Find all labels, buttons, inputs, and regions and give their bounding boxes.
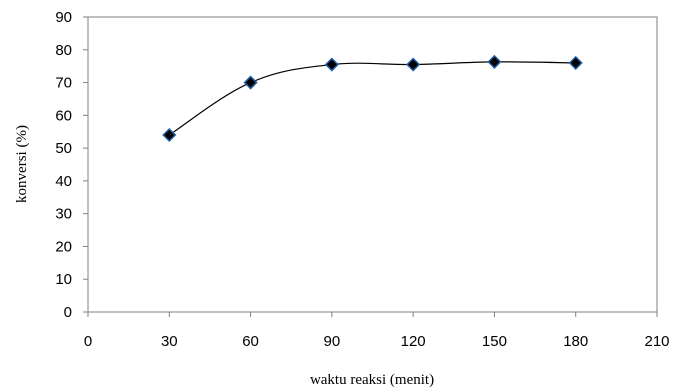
data-point-marker — [243, 75, 258, 90]
x-tick-label: 60 — [242, 333, 259, 350]
data-point-marker — [487, 54, 502, 69]
y-tick-label: 40 — [55, 173, 72, 190]
y-tick-label: 20 — [55, 238, 72, 255]
x-tick-label: 120 — [401, 333, 426, 350]
x-tick-label: 210 — [644, 333, 669, 350]
x-axis: 0 30 60 90 120 150 180 210 — [84, 312, 670, 350]
y-tick-label: 0 — [64, 304, 72, 321]
series-line — [168, 61, 576, 136]
y-tick-label: 60 — [55, 107, 72, 124]
y-tick-label: 30 — [55, 206, 72, 223]
y-tick-label: 10 — [55, 271, 72, 288]
x-tick-label: 150 — [482, 333, 507, 350]
x-tick-label: 30 — [161, 333, 178, 350]
plot-area — [87, 16, 658, 313]
x-tick-label: 90 — [324, 333, 341, 350]
y-axis: 0 10 20 30 40 50 60 70 80 90 — [55, 9, 88, 321]
y-tick-label: 90 — [55, 9, 72, 26]
y-tick-label: 50 — [55, 140, 72, 157]
data-point-marker — [406, 57, 421, 72]
y-tick-label: 70 — [55, 75, 72, 92]
data-point-marker — [324, 57, 339, 72]
data-points — [162, 54, 583, 143]
data-point-marker — [162, 127, 177, 143]
y-tick-label: 80 — [55, 42, 72, 59]
x-tick-label: 180 — [563, 333, 588, 350]
y-axis-title: konversi (%) — [14, 125, 30, 203]
data-point-marker — [568, 55, 583, 70]
x-tick-label: 0 — [84, 333, 92, 350]
x-axis-title: waktu reaksi (menit) — [310, 372, 434, 387]
